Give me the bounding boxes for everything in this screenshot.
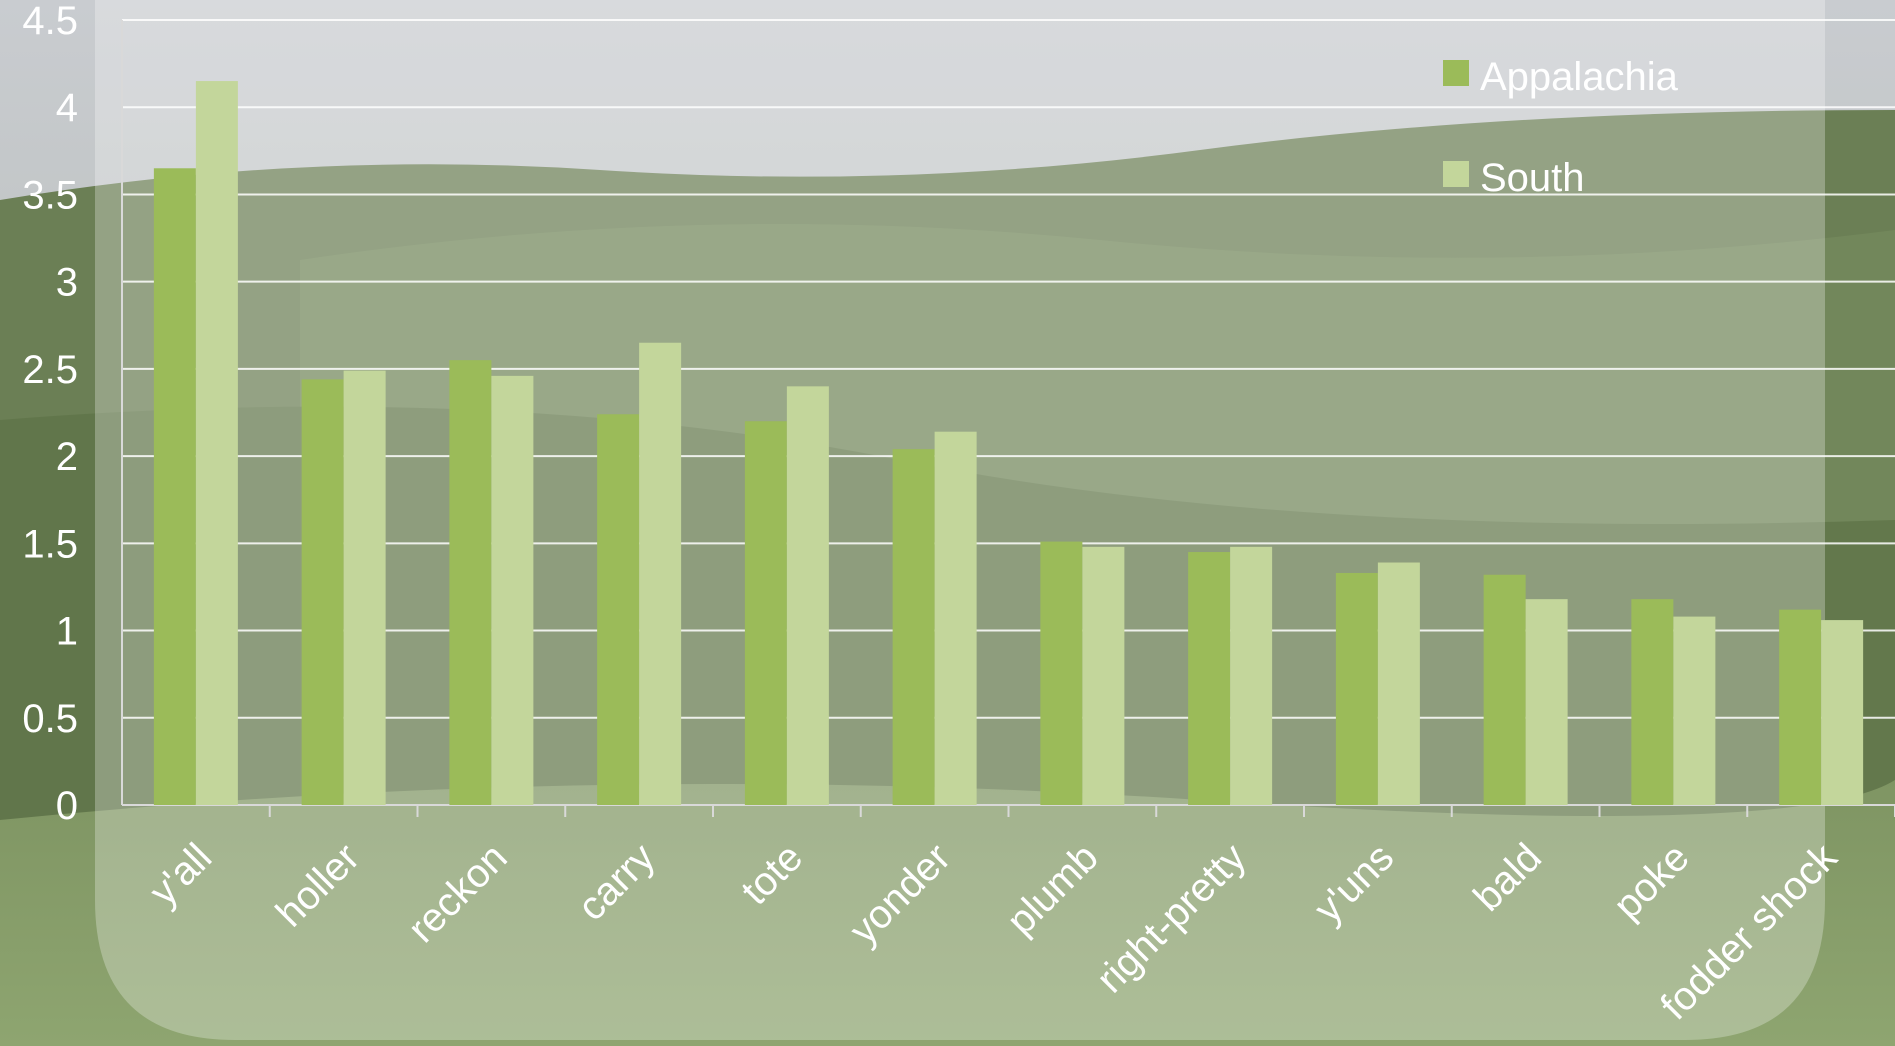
bar-appalachia-9 (1483, 574, 1526, 805)
y-tick-label: 1 (56, 610, 78, 654)
bar-appalachia-4 (744, 421, 787, 805)
bar-south-3 (639, 342, 682, 805)
bar-appalachia-0 (153, 168, 196, 805)
bar-appalachia-5 (892, 449, 935, 805)
bar-south-1 (343, 370, 386, 805)
bar-south-6 (1082, 546, 1125, 805)
legend-swatch-south (1443, 161, 1469, 187)
bar-appalachia-6 (1040, 541, 1083, 805)
y-tick-label: 3.5 (22, 173, 78, 217)
bar-appalachia-11 (1779, 609, 1822, 805)
legend-label-south: South (1480, 156, 1585, 200)
bar-south-2 (491, 375, 534, 805)
y-tick-label: 0.5 (22, 697, 78, 741)
bar-appalachia-3 (597, 414, 640, 805)
y-tick-label: 2.5 (22, 348, 78, 392)
gridlines (122, 19, 1895, 806)
bar-appalachia-10 (1631, 599, 1674, 805)
bar-south-7 (1230, 546, 1273, 805)
y-tick-label: 3 (56, 261, 78, 305)
bar-appalachia-7 (1188, 552, 1231, 805)
legend-swatch-appalachia (1443, 60, 1469, 86)
y-tick-label: 2 (56, 435, 78, 479)
bar-south-5 (934, 431, 977, 805)
bar-appalachia-1 (301, 379, 344, 805)
y-tick-label: 1.5 (22, 522, 78, 566)
bar-appalachia-2 (449, 360, 492, 805)
y-tick-label: 4 (56, 86, 78, 130)
bar-appalachia-8 (1335, 572, 1378, 805)
bar-south-11 (1821, 620, 1864, 805)
bar-south-9 (1525, 599, 1568, 805)
bars (153, 81, 1864, 806)
y-tick-label: 4.5 (22, 0, 78, 43)
legend: Appalachia South (1443, 55, 1679, 200)
bar-south-8 (1377, 562, 1420, 805)
bar-south-0 (195, 81, 238, 806)
bar-south-4 (786, 386, 829, 805)
legend-label-appalachia: Appalachia (1480, 55, 1679, 99)
y-tick-label: 0 (56, 784, 78, 828)
bar-south-10 (1673, 616, 1716, 805)
